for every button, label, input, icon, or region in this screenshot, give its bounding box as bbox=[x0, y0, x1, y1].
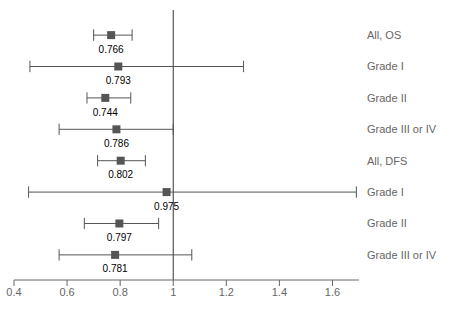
svg-text:1: 1 bbox=[170, 286, 176, 298]
svg-text:0.975: 0.975 bbox=[154, 201, 179, 212]
svg-text:0.786: 0.786 bbox=[104, 138, 129, 149]
svg-text:Grade III or IV: Grade III or IV bbox=[367, 123, 437, 135]
svg-text:0.793: 0.793 bbox=[106, 75, 131, 86]
svg-text:Grade II: Grade II bbox=[367, 92, 407, 104]
svg-text:All, OS: All, OS bbox=[367, 29, 401, 41]
svg-text:0.766: 0.766 bbox=[99, 44, 124, 55]
svg-text:Grade I: Grade I bbox=[367, 186, 404, 198]
svg-text:0.4: 0.4 bbox=[8, 286, 22, 298]
svg-text:0.797: 0.797 bbox=[107, 232, 132, 243]
svg-text:0.802: 0.802 bbox=[108, 169, 133, 180]
svg-text:1.6: 1.6 bbox=[325, 286, 340, 298]
svg-text:All, DFS: All, DFS bbox=[367, 155, 407, 167]
svg-text:Grade III or IV: Grade III or IV bbox=[367, 249, 437, 261]
svg-text:0.6: 0.6 bbox=[59, 286, 74, 298]
svg-text:0.8: 0.8 bbox=[113, 286, 128, 298]
svg-text:Grade I: Grade I bbox=[367, 60, 404, 72]
svg-text:0.744: 0.744 bbox=[93, 107, 118, 118]
svg-text:Grade II: Grade II bbox=[367, 217, 407, 229]
svg-text:1.4: 1.4 bbox=[272, 286, 287, 298]
svg-text:1.2: 1.2 bbox=[219, 286, 234, 298]
svg-text:0.781: 0.781 bbox=[103, 263, 128, 274]
